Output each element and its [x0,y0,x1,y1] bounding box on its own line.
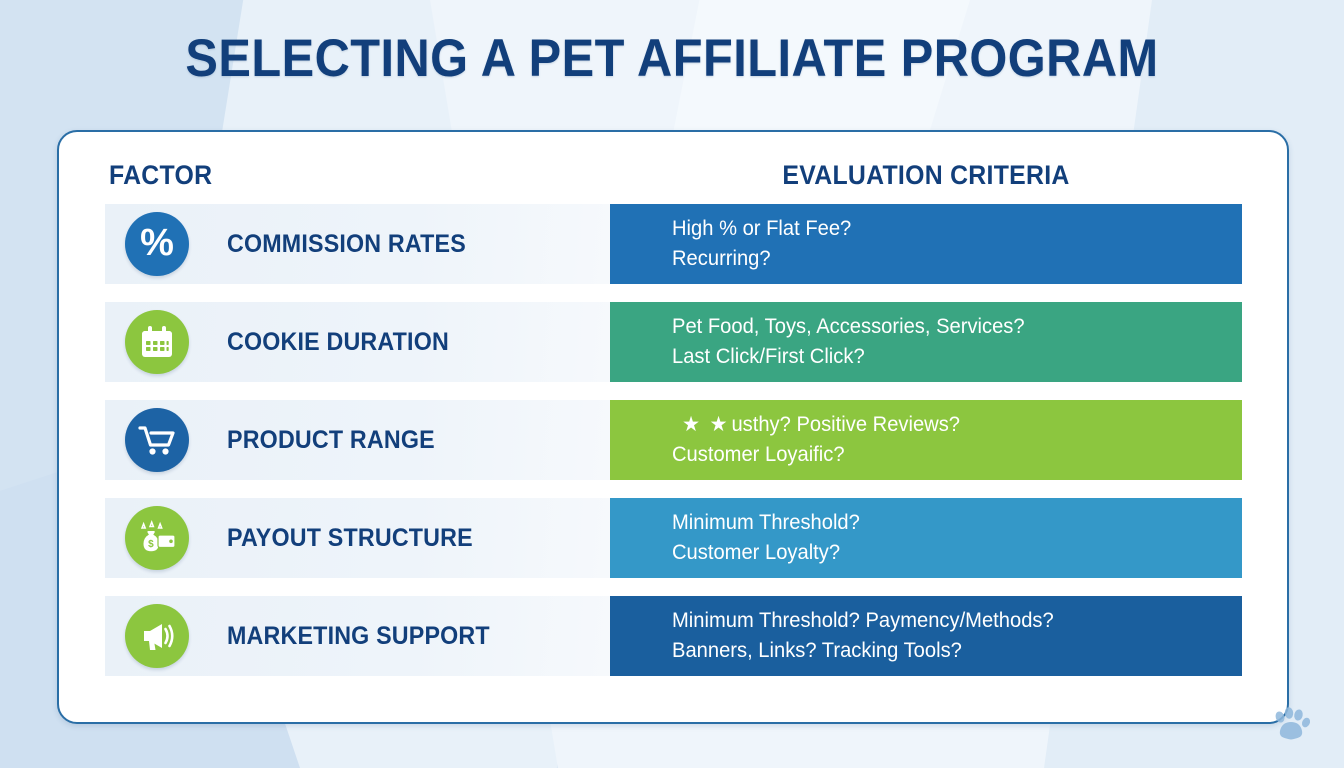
star-rating-icon: ★ ★ [682,413,730,437]
criteria-cell: Minimum Threshold? Paymency/Methods? Ban… [610,596,1242,676]
criteria-cell: ★ ★usthy? Positive Reviews? Customer Loy… [610,400,1242,480]
factor-label: PAYOUT STRUCTURE [227,523,473,552]
criteria-line: Recurring? [672,247,771,270]
criteria-cell: Minimum Threshold? Customer Loyalty? [610,498,1242,578]
table-row[interactable]: PRODUCT RANGE ★ ★usthy? Positive Reviews… [59,400,1287,480]
table-row[interactable]: COOKIE DURATION Pet Food, Toys, Accessor… [59,302,1287,382]
column-headers: FACTOR EVALUATION CRITERIA [59,132,1287,204]
criteria-line: Customer Loyaific? [672,443,845,466]
factor-cell: % COMMISSION RATES [105,204,610,284]
factor-cell: MARKETING SUPPORT [105,596,610,676]
money-bag-wallet-icon: $ [125,506,189,570]
shopping-cart-icon [125,408,189,472]
table-row[interactable]: MARKETING SUPPORT Minimum Threshold? Pay… [59,596,1287,676]
percent-icon: % [125,212,189,276]
rows-container: % COMMISSION RATES High % or Flat Fee? R… [59,204,1287,676]
header-factor: FACTOR [109,160,213,190]
header-evaluation-criteria: EVALUATION CRITERIA [782,160,1070,190]
criteria-line: High % or Flat Fee? [672,217,852,241]
criteria-line: Customer Loyalty? [672,541,841,564]
factor-label: COMMISSION RATES [227,229,466,258]
criteria-card: FACTOR EVALUATION CRITERIA % COMMISSION … [57,130,1289,724]
factor-cell: PRODUCT RANGE [105,400,610,480]
factor-label: COOKIE DURATION [227,327,449,356]
factor-cell: $ PAYOUT STRUCTURE [105,498,610,578]
criteria-cell: High % or Flat Fee? Recurring? [610,204,1242,284]
factor-label: PRODUCT RANGE [227,425,435,454]
svg-text:$: $ [148,539,154,550]
page-title: SELECTING A PET AFFILIATE PROGRAM [185,29,1159,88]
paw-print-icon [1270,705,1312,750]
criteria-line: ★ ★usthy? Positive Reviews? [682,410,1220,440]
table-row[interactable]: $ PAYOUT STRUCTURE Minimum Threshold? Cu… [59,498,1287,578]
criteria-line-text: usthy? Positive Reviews? [731,413,961,437]
factor-label: MARKETING SUPPORT [227,621,490,650]
criteria-line: Last Click/First Click? [672,345,865,368]
criteria-line: Banners, Links? Tracking Tools? [672,639,962,662]
factor-cell: COOKIE DURATION [105,302,610,382]
megaphone-icon [125,604,189,668]
calendar-icon [125,310,189,374]
criteria-line: Pet Food, Toys, Accessories, Services? [672,315,1025,339]
criteria-cell: Pet Food, Toys, Accessories, Services? L… [610,302,1242,382]
table-row[interactable]: % COMMISSION RATES High % or Flat Fee? R… [59,204,1287,284]
criteria-line: Minimum Threshold? Paymency/Methods? [672,609,1054,633]
criteria-line: Minimum Threshold? [672,511,860,535]
